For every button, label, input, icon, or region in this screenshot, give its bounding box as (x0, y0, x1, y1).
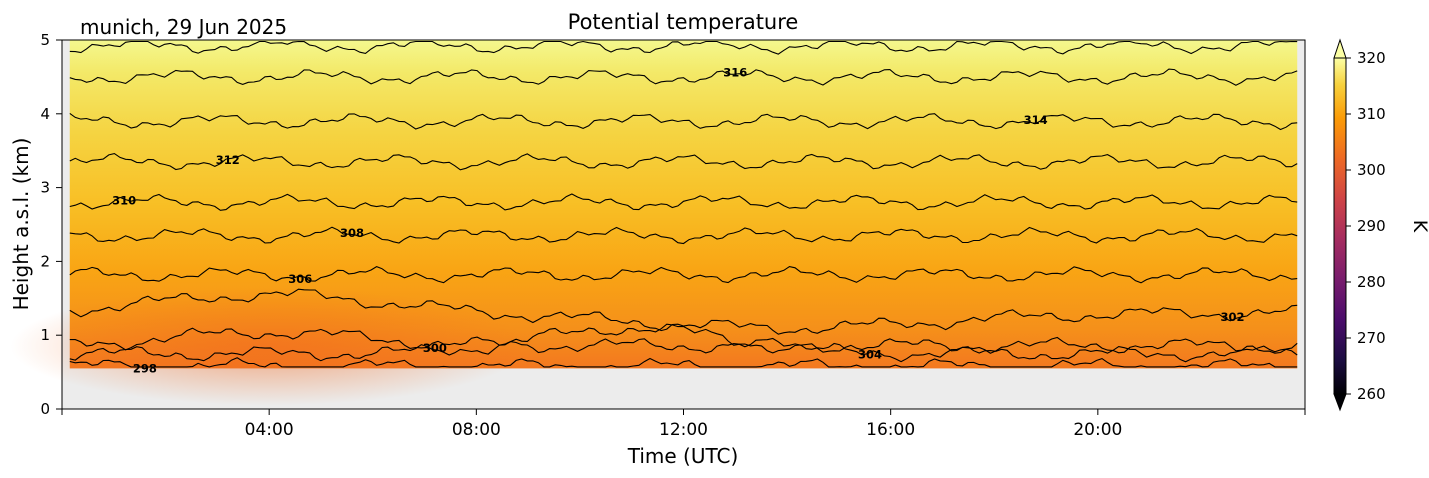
contour-line-298 (69, 357, 1298, 368)
x-tick-label: 12:00 (659, 420, 708, 440)
colorbar-extend-min (1333, 393, 1347, 412)
y-tick-label: 0 (40, 400, 50, 418)
contour-line-316 (69, 68, 1298, 86)
contour-label-300: 300 (423, 341, 447, 355)
colorbar: 260 270 280 290 300 310 320 K (1333, 38, 1429, 412)
contour-labels: 298 300 302 304 306 308 310 312 314 316 (112, 66, 1244, 376)
contour-label-310: 310 (112, 194, 136, 208)
x-tick-label: 16:00 (866, 420, 915, 440)
y-tick-label: 4 (40, 105, 50, 123)
contour-label-312: 312 (216, 153, 240, 167)
contour-label-316: 316 (723, 66, 747, 80)
contour-line-310 (69, 193, 1298, 211)
contour-label-304: 304 (858, 347, 882, 361)
colorbar-tick-label: 260 (1357, 385, 1386, 403)
y-tick-label: 5 (40, 31, 50, 49)
contour-label-314: 314 (1024, 113, 1048, 127)
y-tick-label: 1 (40, 326, 50, 344)
x-tick-label: 20:00 (1073, 420, 1122, 440)
contour-line-304 (69, 323, 1298, 363)
contour-line-312 (69, 153, 1298, 171)
x-tick-label: 04:00 (245, 420, 294, 440)
contour-line-314 (69, 112, 1298, 131)
colorbar-ticks: 260 270 280 290 300 310 320 (1346, 49, 1386, 403)
chart-title: Potential temperature (568, 10, 799, 34)
contour-label-308: 308 (340, 226, 364, 240)
colorbar-tick-label: 290 (1357, 217, 1386, 235)
contour-label-306: 306 (288, 272, 312, 286)
colorbar-tick-label: 270 (1357, 329, 1386, 347)
contour-lines (69, 40, 1298, 368)
colorbar-tick-label: 320 (1357, 49, 1386, 67)
colorbar-gradient (1333, 57, 1347, 395)
contour-label-298: 298 (133, 361, 157, 375)
y-tick-label: 3 (40, 179, 50, 197)
location-date-label: munich, 29 Jun 2025 (80, 15, 287, 39)
contour-line-308 (69, 226, 1298, 245)
colorbar-label: K (1409, 220, 1429, 233)
y-axis-label: Height a.s.l. (km) (9, 138, 33, 311)
y-tick-label: 2 (40, 252, 50, 270)
y-axis: 0 1 2 3 4 5 (40, 31, 62, 418)
warm-boundary-layer-region (10, 287, 529, 406)
x-axis-label: Time (UTC) (627, 444, 739, 468)
colorbar-tick-label: 280 (1357, 273, 1386, 291)
contour-line-300 (69, 327, 1298, 354)
contour-line-306 (69, 265, 1298, 284)
colorbar-tick-label: 310 (1357, 105, 1386, 123)
contour-line-318 (69, 40, 1298, 55)
contour-label-302: 302 (1220, 310, 1244, 324)
colorbar-extend-max (1333, 38, 1347, 59)
x-tick-label: 08:00 (452, 420, 501, 440)
x-axis: 04:00 08:00 12:00 16:00 20:00 (61, 409, 1306, 440)
colorbar-tick-label: 300 (1357, 161, 1386, 179)
